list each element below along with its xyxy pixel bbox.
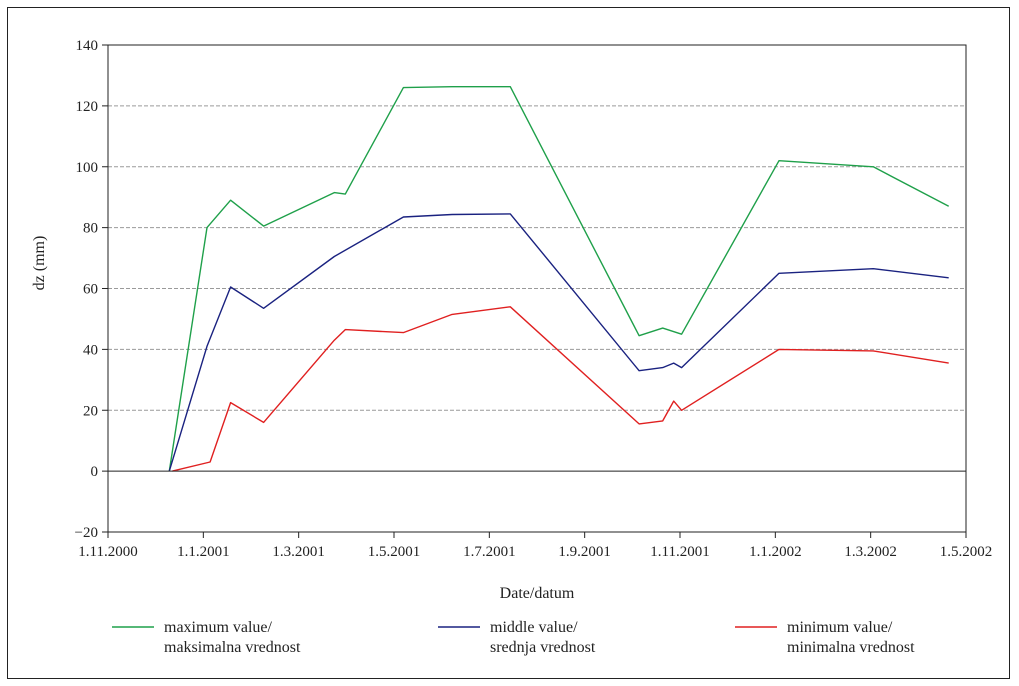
plot-area-border bbox=[107, 44, 967, 533]
x-tick-label: 1.9.2001 bbox=[558, 544, 611, 560]
x-tick-label: 1.5.2002 bbox=[940, 544, 993, 560]
series-lines bbox=[168, 85, 950, 472]
x-tick-label: 1.1.2001 bbox=[177, 544, 230, 560]
y-tick-label: 100 bbox=[76, 160, 99, 176]
x-tick-label: 1.5.2001 bbox=[368, 544, 421, 560]
y-tick-label: 120 bbox=[76, 99, 99, 115]
legend-label-1: middle value/ bbox=[490, 619, 578, 636]
y-tick-label: 0 bbox=[91, 464, 99, 480]
x-tick-label: 1.7.2001 bbox=[463, 544, 516, 560]
tick-labels: −20 0 20 40 60 80 100 120 140 1.11.2000 1.1.2001 1.… bbox=[75, 38, 993, 560]
figure-frame: −20 0 20 40 60 80 100 120 140 1.11.2000 1.1.2001 1.… bbox=[7, 7, 1010, 679]
y-axis-title: dz (mm) bbox=[31, 236, 48, 291]
y-tick-label: 60 bbox=[83, 282, 98, 298]
legend-label-2: minimalna vrednost bbox=[787, 639, 915, 656]
axes bbox=[102, 44, 967, 538]
legend-label-2: minimum value/ bbox=[787, 619, 893, 636]
y-tick-label: 80 bbox=[83, 221, 98, 237]
legend: maximum value/maksimalna vrednost middle … bbox=[112, 619, 915, 656]
y-tick-label: 20 bbox=[83, 403, 98, 419]
x-axis-title: Date/datum bbox=[500, 585, 575, 602]
y-tick-label: 40 bbox=[83, 342, 98, 358]
legend-label-0: maksimalna vrednost bbox=[164, 639, 301, 656]
grid-lines bbox=[108, 105, 966, 411]
x-tick-label: 1.3.2001 bbox=[272, 544, 325, 560]
x-tick-label: 1.3.2002 bbox=[844, 544, 897, 560]
legend-label-0: maximum value/ bbox=[164, 619, 273, 636]
x-tick-label: 1.1.2002 bbox=[749, 544, 802, 560]
legend-label-1: srednja vrednost bbox=[490, 639, 596, 656]
y-tick-label: −20 bbox=[75, 525, 98, 541]
series-line-2 bbox=[172, 306, 949, 472]
x-tick-label: 1.11.2000 bbox=[78, 544, 137, 560]
y-tick-label: 140 bbox=[76, 38, 99, 54]
x-tick-label: 1.11.2001 bbox=[650, 544, 709, 560]
series-line-0 bbox=[168, 85, 950, 472]
line-chart: −20 0 20 40 60 80 100 120 140 1.11.2000 1.1.2001 1.… bbox=[31, 38, 993, 656]
series-line-1 bbox=[168, 213, 949, 472]
